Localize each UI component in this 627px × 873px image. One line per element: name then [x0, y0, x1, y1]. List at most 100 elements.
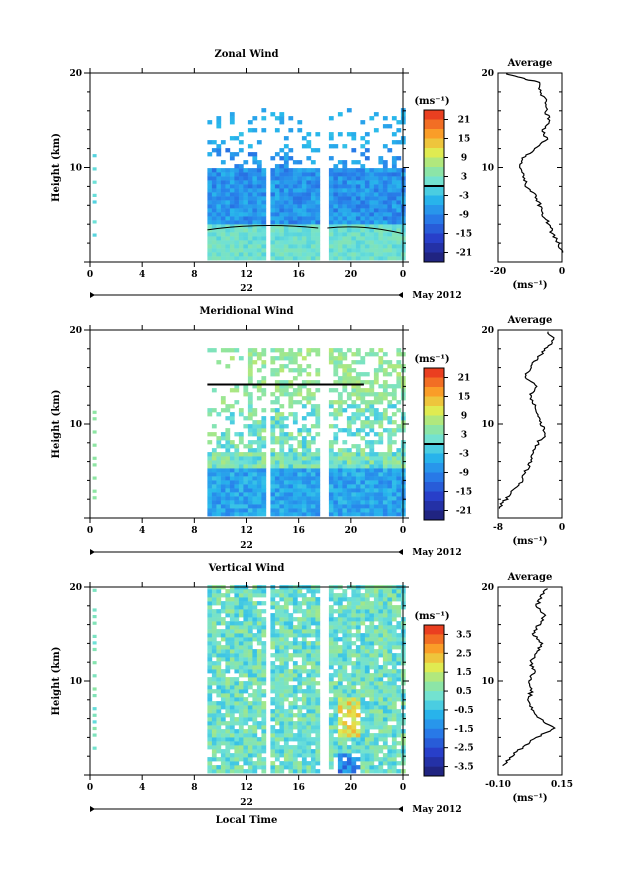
- heatmap-cell: [234, 496, 240, 501]
- heatmap-cell: [333, 368, 339, 373]
- colorbar-segment: [424, 719, 444, 730]
- heatmap-cell: [279, 681, 285, 686]
- heatmap-cell: [238, 220, 244, 225]
- heatmap-cell: [378, 633, 384, 638]
- heatmap-cell: [297, 601, 303, 606]
- heatmap-cell: [252, 348, 258, 353]
- heatmap-cell: [297, 188, 303, 193]
- heatmap-cell: [252, 228, 258, 233]
- heatmap-cell: [346, 605, 352, 610]
- heatmap-cell: [234, 248, 240, 253]
- heatmap-cell: [364, 593, 370, 598]
- heatmap-cell: [391, 412, 397, 417]
- heatmap-cell: [243, 256, 249, 261]
- heatmap-cell: [337, 232, 343, 237]
- heatmap-cell: [328, 500, 334, 505]
- heatmap-cell: [360, 725, 366, 730]
- heatmap-cell: [346, 208, 352, 213]
- heatmap-cell: [301, 228, 307, 233]
- heatmap-cell: [387, 172, 393, 177]
- heatmap-cell: [351, 709, 357, 714]
- heatmap-cell: [310, 180, 316, 185]
- heatmap-cell: [261, 617, 267, 622]
- heatmap-cell: [261, 236, 267, 241]
- heatmap-cell: [342, 204, 348, 209]
- heatmap-cell: [382, 372, 388, 377]
- heatmap-cell: [288, 757, 294, 762]
- heatmap-cell: [382, 500, 388, 505]
- heatmap-cell: [306, 765, 312, 770]
- heatmap-cell: [373, 372, 379, 377]
- heatmap-cell: [288, 240, 294, 245]
- heatmap-cell: [391, 216, 397, 221]
- colorbar-segment: [424, 501, 444, 511]
- heatmap-cell: [364, 380, 370, 385]
- heatmap-cell: [274, 380, 280, 385]
- heatmap-cell: [382, 597, 388, 602]
- heatmap-cell: [256, 460, 262, 465]
- heatmap-cell: [247, 617, 253, 622]
- heatmap-cell: [243, 653, 249, 658]
- heatmap-cell: [337, 360, 343, 365]
- colorbar-tick-label: 21: [458, 374, 471, 384]
- heatmap-cell: [306, 729, 312, 734]
- heatmap-cell: [216, 456, 222, 461]
- heatmap-cell: [355, 605, 361, 610]
- heatmap-cell: [310, 348, 316, 353]
- heatmap-cell: [337, 412, 343, 417]
- heatmap-cell: [252, 184, 258, 189]
- heatmap-cell: [207, 605, 213, 610]
- heatmap-cell: [211, 208, 217, 213]
- heatmap-cell: [382, 653, 388, 658]
- heatmap-cell: [211, 669, 217, 674]
- colorbar-tick-label: 3: [461, 431, 467, 441]
- heatmap-cell: [387, 705, 393, 710]
- heatmap-cell: [364, 745, 370, 750]
- heatmap-cell: [369, 212, 375, 217]
- heatmap-cell: [238, 693, 244, 698]
- heatmap-cell: [92, 641, 97, 645]
- heatmap-cell: [243, 613, 249, 618]
- heatmap-cell: [378, 701, 384, 706]
- heatmap-cell: [360, 452, 366, 457]
- heatmap-cell: [247, 172, 253, 177]
- heatmap-cell: [243, 673, 249, 678]
- heatmap-cell: [297, 348, 303, 353]
- heatmap-cell: [346, 168, 352, 173]
- heatmap-cell: [378, 717, 384, 722]
- heatmap-cell: [373, 504, 379, 509]
- heatmap-cell: [243, 733, 249, 738]
- heatmap-cell: [256, 444, 262, 449]
- heatmap-cell: [355, 472, 361, 477]
- heatmap-cell: [382, 721, 388, 726]
- heatmap-cell: [373, 593, 379, 598]
- heatmap-cell: [229, 665, 235, 670]
- heatmap-cell: [274, 681, 280, 686]
- heatmap-cell: [247, 380, 253, 385]
- heatmap-cell: [270, 689, 276, 694]
- heatmap-cell: [261, 420, 267, 425]
- heatmap-cell: [220, 601, 226, 606]
- heatmap-cell: [225, 713, 231, 718]
- heatmap-cell: [229, 416, 235, 421]
- heatmap-cell: [220, 496, 226, 501]
- heatmap-cell: [243, 388, 249, 393]
- heatmap-cell: [364, 228, 370, 233]
- heatmap-cell: [234, 476, 240, 481]
- heatmap-cell: [288, 436, 294, 441]
- heatmap-cell: [355, 613, 361, 618]
- heatmap-cell: [256, 252, 262, 257]
- heatmap-cell: [247, 444, 253, 449]
- heatmap-cell: [288, 352, 294, 357]
- heatmap-cell: [342, 597, 348, 602]
- heatmap-cell: [355, 248, 361, 253]
- heatmap-cell: [351, 693, 357, 698]
- heatmap-cell: [301, 496, 307, 501]
- heatmap-cell: [288, 448, 294, 453]
- heatmap-cell: [355, 504, 361, 509]
- heatmap-cell: [369, 512, 375, 517]
- heatmap-cell: [301, 613, 307, 618]
- heatmap-cell: [238, 184, 244, 189]
- heatmap-cell: [378, 625, 384, 630]
- heatmap-cell: [337, 681, 343, 686]
